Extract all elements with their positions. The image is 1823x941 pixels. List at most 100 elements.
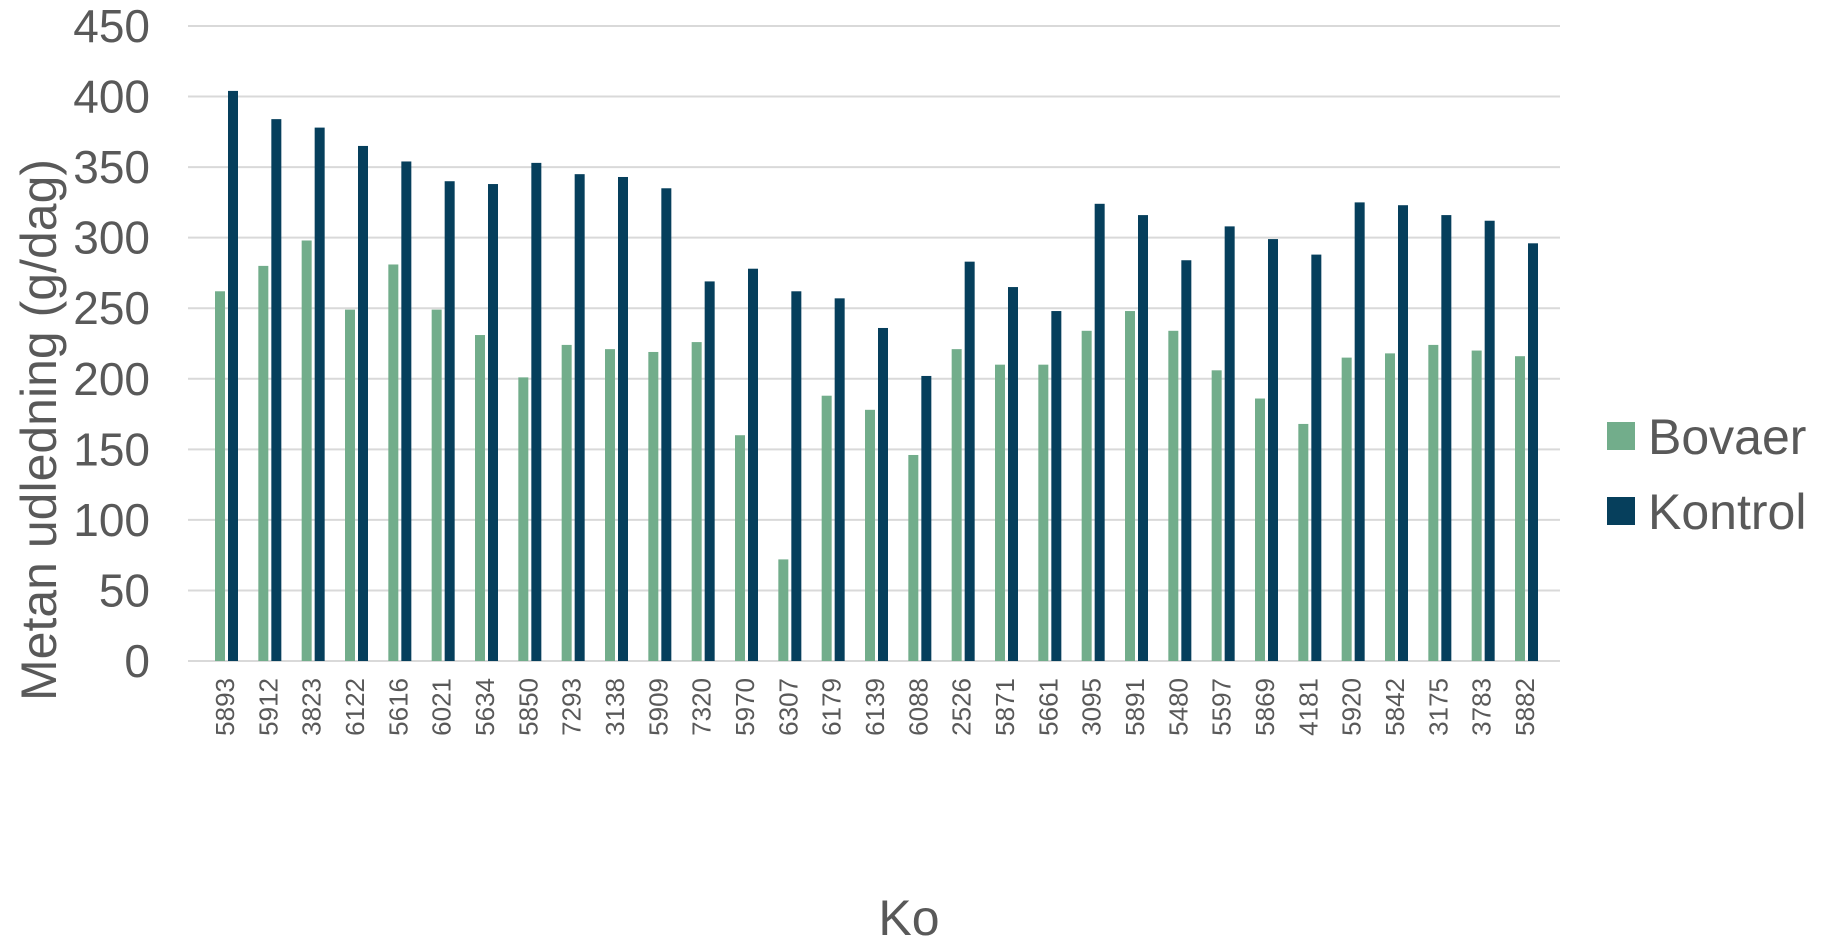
bar-kontrol-5661 [1051, 311, 1062, 661]
x-tick-label: 5842 [1380, 678, 1410, 736]
bar-kontrol-5842 [1398, 205, 1408, 661]
legend-label-kontrol: Kontrol [1648, 484, 1806, 540]
y-tick-label: 0 [124, 635, 150, 687]
bar-bovaer-5882 [1515, 356, 1525, 661]
bar-kontrol-5891 [1138, 215, 1148, 662]
bar-kontrol-3783 [1484, 220, 1495, 661]
y-tick-label: 100 [73, 494, 150, 546]
bar-bovaer-5871 [995, 364, 1005, 661]
x-tick-label: 7293 [557, 678, 587, 736]
x-tick-label: 6088 [903, 678, 933, 736]
x-tick-label: 5661 [1033, 678, 1063, 736]
bar-kontrol-5597 [1224, 226, 1235, 661]
bar-bovaer-4181 [1298, 423, 1309, 661]
y-tick-label: 150 [73, 423, 150, 475]
x-tick-label: 3138 [600, 678, 630, 736]
bar-bovaer-5893 [215, 291, 225, 661]
bar-kontrol-5616 [401, 161, 412, 661]
bar-bovaer-3095 [1081, 330, 1092, 661]
x-tick-label: 5882 [1510, 678, 1540, 736]
x-tick-label: 6139 [860, 678, 890, 736]
bar-kontrol-6021 [444, 181, 455, 661]
legend-label-bovaer: Bovaer [1648, 409, 1806, 465]
x-tick-label: 2526 [947, 678, 977, 736]
bar-kontrol-3823 [314, 127, 325, 662]
x-tick-label: 5893 [210, 678, 240, 736]
x-tick-label: 5869 [1250, 678, 1280, 736]
bar-bovaer-5920 [1341, 357, 1352, 661]
bar-bovaer-5597 [1211, 370, 1222, 661]
x-tick-label: 5920 [1337, 678, 1367, 736]
x-tick-label: 5970 [730, 678, 760, 736]
bar-bovaer-7293 [561, 344, 572, 661]
x-tick-label: 3783 [1467, 678, 1497, 736]
bar-bovaer-3138 [605, 349, 615, 661]
bar-bovaer-6021 [431, 309, 442, 661]
bar-kontrol-6307 [791, 291, 802, 661]
bar-bovaer-5616 [388, 264, 399, 661]
x-tick-label: 6021 [427, 678, 457, 736]
bar-kontrol-5634 [488, 184, 498, 662]
bar-bovaer-5842 [1385, 353, 1395, 661]
bar-bovaer-7320 [691, 342, 702, 661]
x-tick-label: 3095 [1077, 678, 1107, 736]
bar-bovaer-5869 [1255, 398, 1265, 661]
x-tick-label: 7320 [687, 678, 717, 736]
y-tick-label: 450 [73, 0, 150, 52]
bar-bovaer-5850 [518, 377, 529, 661]
bar-bovaer-6122 [345, 309, 355, 661]
x-tick-label: 6179 [817, 678, 847, 736]
bar-kontrol-2526 [964, 261, 975, 661]
y-tick-label: 250 [73, 282, 150, 334]
x-tick-label: 3823 [297, 678, 327, 736]
bar-bovaer-5912 [258, 265, 269, 661]
legend: Bovaer Kontrol [1607, 409, 1806, 540]
bar-kontrol-5850 [531, 162, 542, 661]
bar-bovaer-2526 [951, 349, 962, 661]
y-axis-title: Metan udledning (g/dag) [11, 159, 67, 701]
bar-bovaer-3783 [1471, 350, 1482, 661]
x-tick-label: 6307 [773, 678, 803, 736]
x-tick-label: 5480 [1163, 678, 1193, 736]
legend-swatch-kontrol [1607, 497, 1635, 525]
x-tick-label: 5850 [513, 678, 543, 736]
bar-bovaer-3175 [1428, 344, 1439, 661]
x-tick-label: 5634 [470, 678, 500, 736]
y-tick-label: 350 [73, 141, 150, 193]
bar-kontrol-6088 [921, 375, 932, 661]
bar-bovaer-6088 [908, 454, 919, 661]
bar-bovaer-6139 [865, 409, 875, 661]
bar-kontrol-5882 [1528, 243, 1538, 662]
bar-bovaer-5970 [735, 435, 745, 661]
bar-kontrol-5912 [271, 119, 282, 662]
bar-kontrol-3175 [1441, 215, 1452, 662]
bar-kontrol-5920 [1354, 202, 1365, 661]
bar-bovaer-5909 [648, 351, 659, 661]
y-axis-ticks: 0 50 100 150 200 250 300 350 400 450 [73, 0, 150, 687]
bar-kontrol-6122 [358, 145, 368, 661]
y-tick-label: 400 [73, 71, 150, 123]
x-tick-label: 5891 [1120, 678, 1150, 736]
bar-kontrol-5893 [228, 90, 238, 661]
bar-kontrol-7293 [574, 174, 585, 661]
bar-kontrol-5480 [1181, 260, 1192, 661]
x-tick-label: 5909 [643, 678, 673, 736]
bar-bovaer-5891 [1125, 311, 1135, 661]
bar-kontrol-5970 [748, 268, 758, 661]
bar-kontrol-6139 [878, 327, 888, 661]
legend-swatch-bovaer [1607, 422, 1635, 450]
bar-kontrol-5909 [661, 188, 672, 661]
bar-kontrol-7320 [704, 281, 715, 661]
bar-bovaer-5661 [1038, 364, 1049, 661]
x-tick-label: 4181 [1293, 678, 1323, 736]
y-tick-label: 300 [73, 212, 150, 264]
x-tick-label: 5597 [1207, 678, 1237, 736]
gridlines [188, 25, 1560, 662]
bar-kontrol-5869 [1268, 239, 1278, 662]
bar-bovaer-5634 [475, 335, 485, 661]
x-tick-label: 6122 [340, 678, 370, 736]
y-tick-label: 200 [73, 353, 150, 405]
bars [215, 90, 1538, 662]
